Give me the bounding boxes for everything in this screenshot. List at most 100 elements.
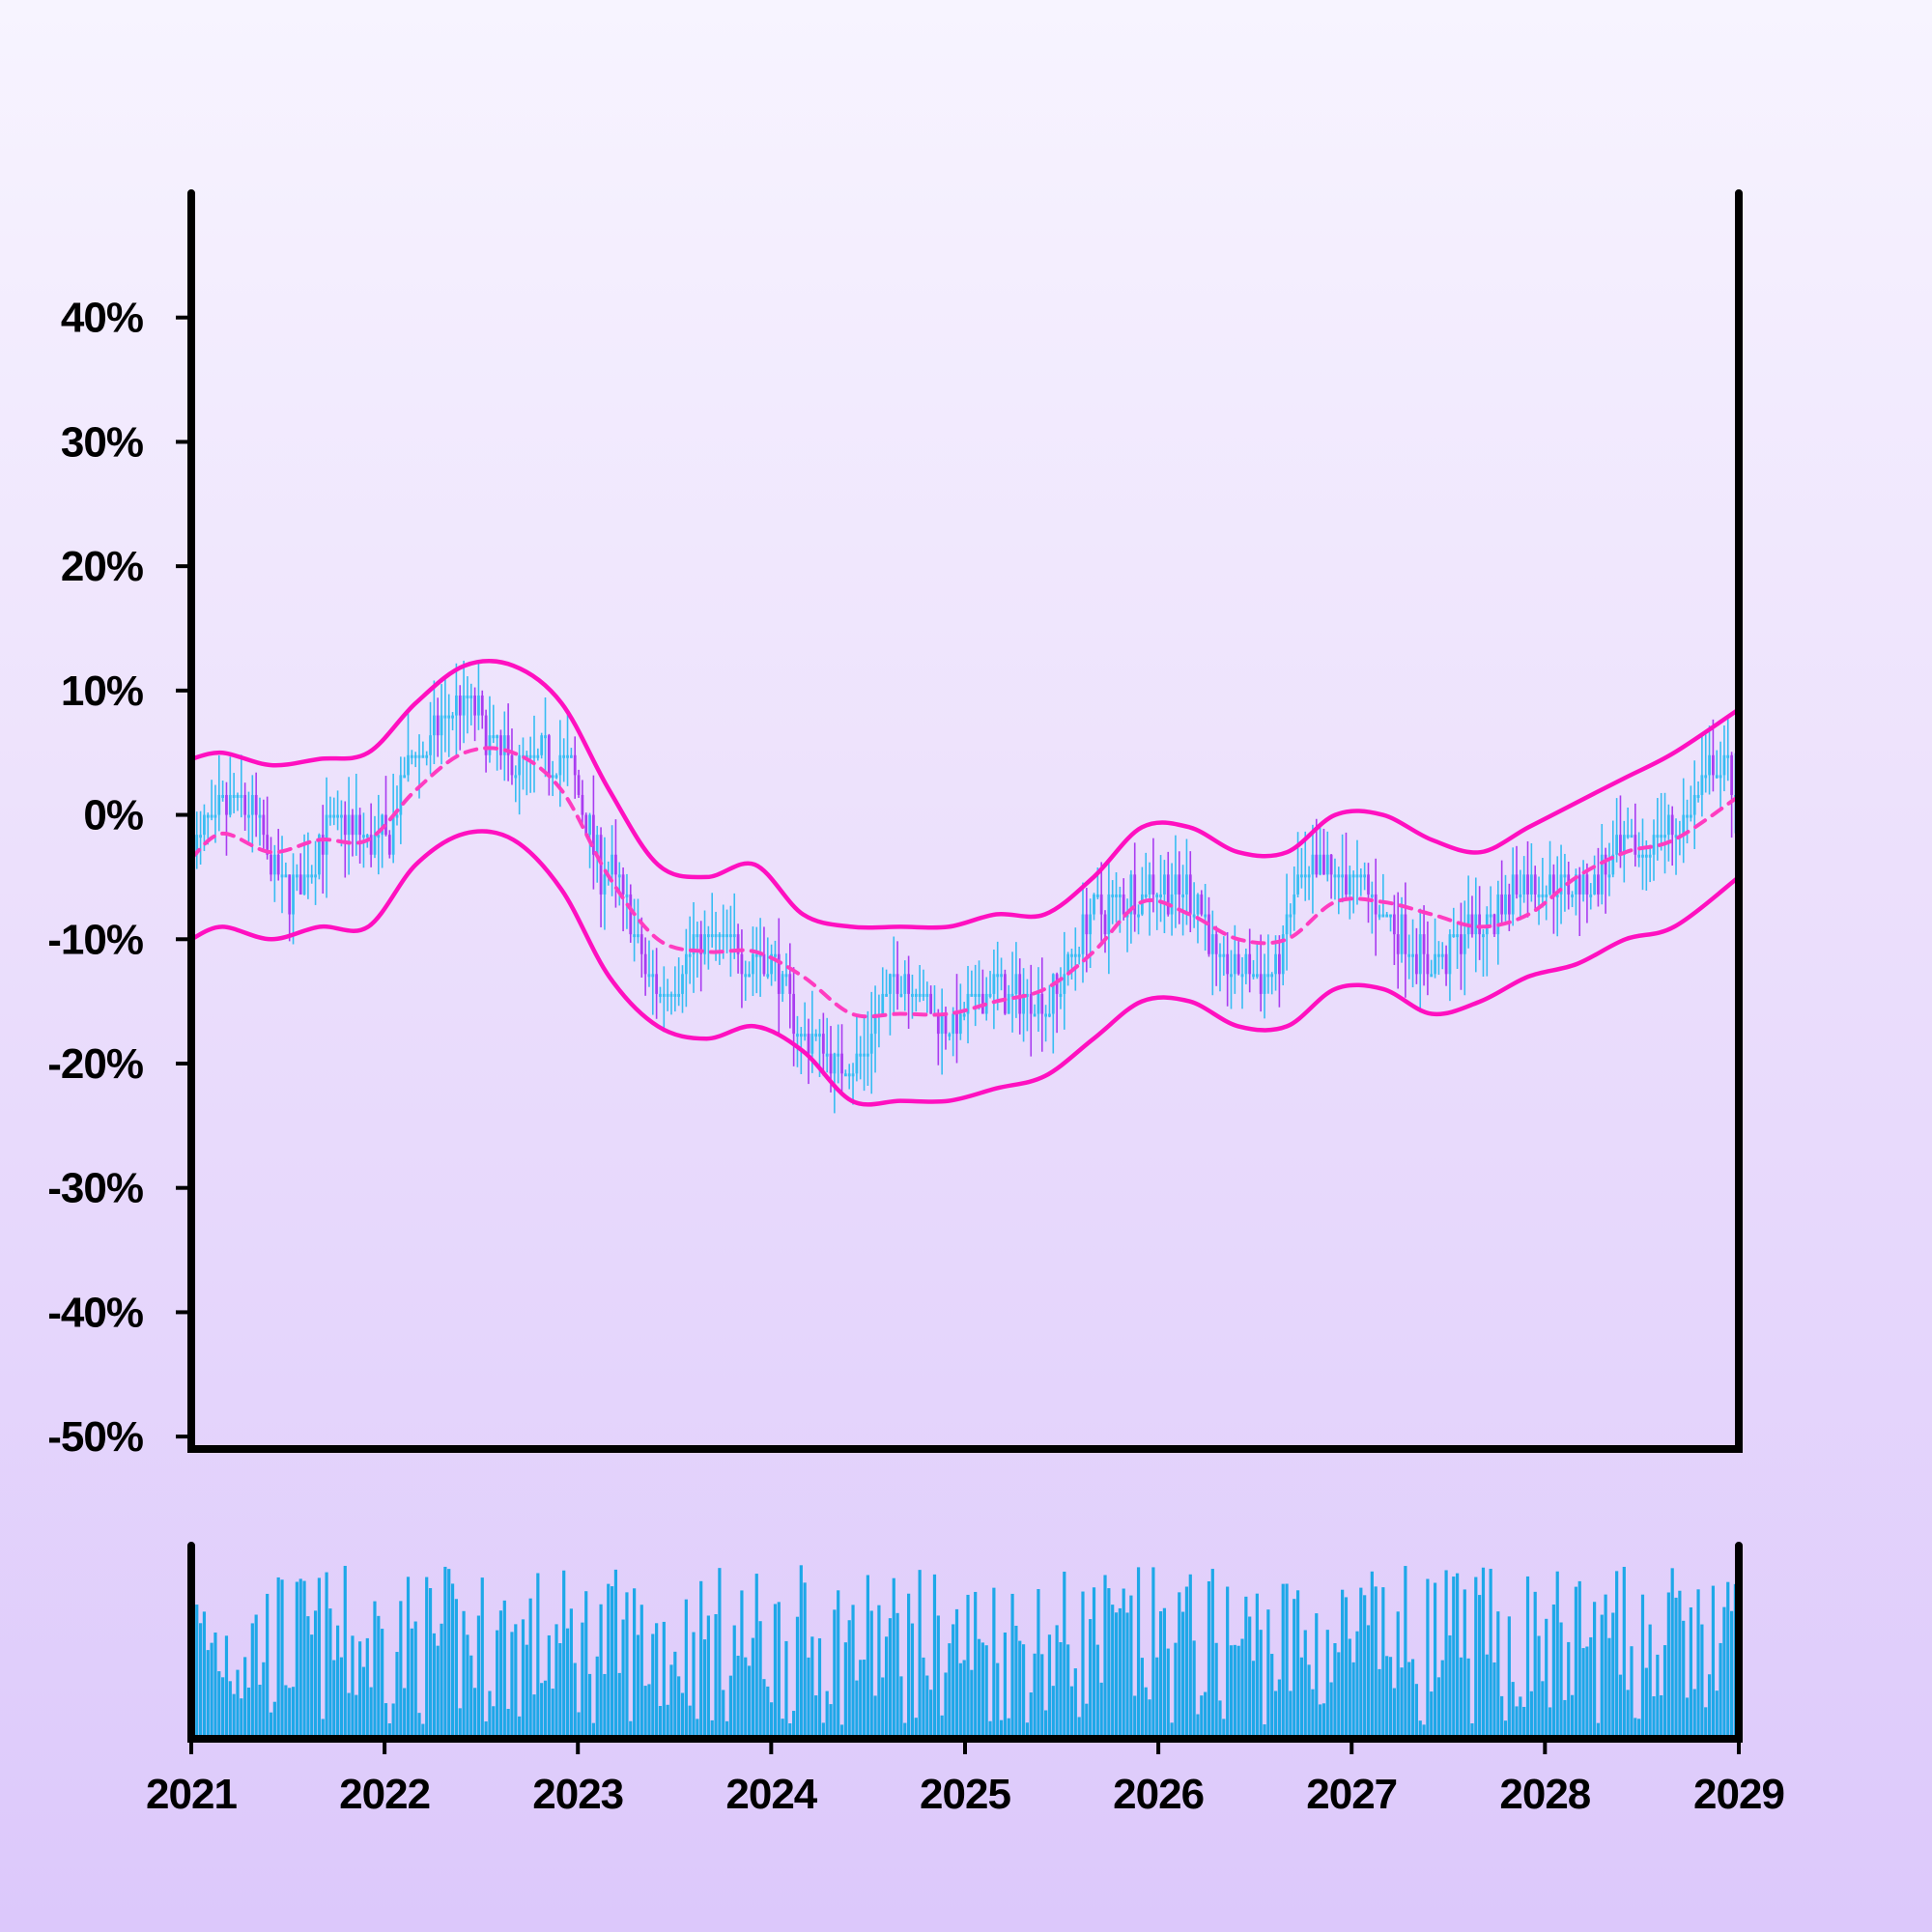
candle-down (1634, 835, 1637, 855)
volume-bar (243, 1657, 247, 1739)
candle-up (1066, 953, 1070, 975)
candle-up (429, 735, 432, 755)
candle-up (528, 754, 532, 758)
candle-up (1063, 974, 1066, 994)
volume-bar (1136, 1567, 1141, 1739)
candle-up (540, 735, 544, 755)
volume-bar (206, 1650, 210, 1739)
candle-up (1026, 993, 1029, 997)
volume-bar (406, 1577, 411, 1739)
candle-up (833, 1053, 837, 1074)
volume-bar (714, 1613, 718, 1739)
volume-bar (718, 1568, 722, 1739)
candle-up (502, 735, 506, 755)
candle-up (1407, 953, 1411, 957)
volume-bar (658, 1706, 663, 1739)
candle-up (633, 934, 636, 938)
volume-bar (387, 1723, 391, 1739)
volume-bar (221, 1677, 225, 1739)
volume-bar (440, 1623, 443, 1739)
candle-up (1385, 914, 1389, 918)
volume-bar (1596, 1722, 1601, 1739)
volume-bar (1144, 1687, 1148, 1739)
volume-bar (595, 1656, 599, 1739)
candle-down (1604, 854, 1607, 875)
candle-up (203, 814, 206, 836)
volume-bar (758, 1621, 762, 1739)
candle-down (270, 854, 272, 875)
candle-up (340, 814, 343, 818)
candle-up (1159, 894, 1162, 897)
volume-bar (1711, 1585, 1716, 1739)
volume-bar (984, 1645, 988, 1739)
candle-up (796, 1034, 799, 1037)
volume-bar (1069, 1686, 1074, 1739)
volume-bar (1155, 1657, 1159, 1739)
volume-bar (1637, 1719, 1641, 1739)
volume-bar (651, 1634, 655, 1739)
candle-up (710, 934, 714, 938)
candle-down (1085, 914, 1089, 935)
candle-up (1163, 874, 1166, 895)
candle-down (484, 715, 488, 755)
volume-bar (1537, 1635, 1541, 1739)
candle-up (206, 814, 210, 818)
volume-bar (236, 1669, 240, 1739)
volume-bar (1414, 1684, 1418, 1739)
candle-up (488, 735, 492, 755)
candle-down (621, 874, 625, 895)
volume-bar (669, 1664, 673, 1739)
volume-bar (1214, 1642, 1218, 1739)
candle-up (1311, 854, 1315, 875)
volume-bar (925, 1675, 929, 1739)
candle-down (1122, 894, 1125, 915)
candle-up (1293, 894, 1296, 915)
candle-up (1048, 1013, 1051, 1017)
volume-bar (851, 1605, 855, 1739)
candle-up (440, 715, 443, 736)
candle-up (922, 993, 925, 997)
volume-bar (1014, 1625, 1018, 1739)
candle-up (1144, 894, 1148, 897)
volume-bar (1277, 1679, 1281, 1739)
candle-up (325, 814, 328, 855)
volume-bar (1103, 1575, 1107, 1739)
volume-bar (1652, 1696, 1656, 1739)
volume-bar (1618, 1674, 1623, 1739)
candle-up (525, 754, 528, 758)
candle-up (1051, 974, 1055, 1014)
candle-up (1692, 794, 1696, 815)
volume-bar (436, 1645, 440, 1739)
volume-bar (1355, 1631, 1359, 1739)
volume-bar (1018, 1640, 1022, 1739)
volume-bar (1263, 1724, 1266, 1739)
candle-up (892, 974, 895, 978)
candle-up (1077, 953, 1081, 957)
volume-bar (462, 1610, 466, 1739)
volume-bar (488, 1690, 492, 1739)
volume-bar (903, 1722, 907, 1739)
volume-bar (210, 1642, 213, 1739)
volume-bar (384, 1703, 388, 1739)
candle-down (1329, 854, 1333, 875)
candle-up (1341, 874, 1345, 878)
volume-bar (1051, 1686, 1055, 1739)
volume-bar (1218, 1700, 1222, 1739)
volume-bar (1444, 1570, 1448, 1739)
volume-bar (722, 1690, 725, 1739)
volume-bar (217, 1671, 221, 1739)
volume-bar (839, 1724, 844, 1739)
volume-bar (1426, 1578, 1430, 1739)
volume-bar (914, 1718, 918, 1739)
candle-up (1325, 854, 1329, 875)
candle-down (895, 974, 899, 994)
volume-bar (1248, 1616, 1252, 1739)
volume-bar (332, 1660, 336, 1739)
candle-up (566, 754, 569, 758)
candle-down (807, 1034, 810, 1054)
volume-bar (724, 1720, 729, 1739)
x-tick-label: 2021 (146, 1771, 237, 1818)
candle-up (347, 814, 351, 836)
candle-up (1148, 874, 1151, 895)
volume-bar (847, 1620, 851, 1739)
